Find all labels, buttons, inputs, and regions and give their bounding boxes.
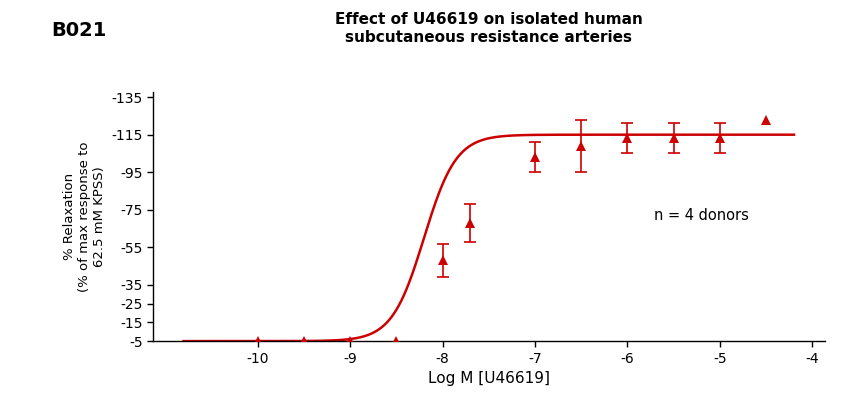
Text: B021: B021: [51, 21, 106, 40]
X-axis label: Log M [U46619]: Log M [U46619]: [428, 371, 550, 386]
Text: Effect of U46619 on isolated human
subcutaneous resistance arteries: Effect of U46619 on isolated human subcu…: [335, 12, 643, 45]
Y-axis label: % Relaxation
(% of max response to
62.5 mM KPSS): % Relaxation (% of max response to 62.5 …: [63, 141, 105, 292]
Text: n = 4 donors: n = 4 donors: [654, 208, 749, 223]
